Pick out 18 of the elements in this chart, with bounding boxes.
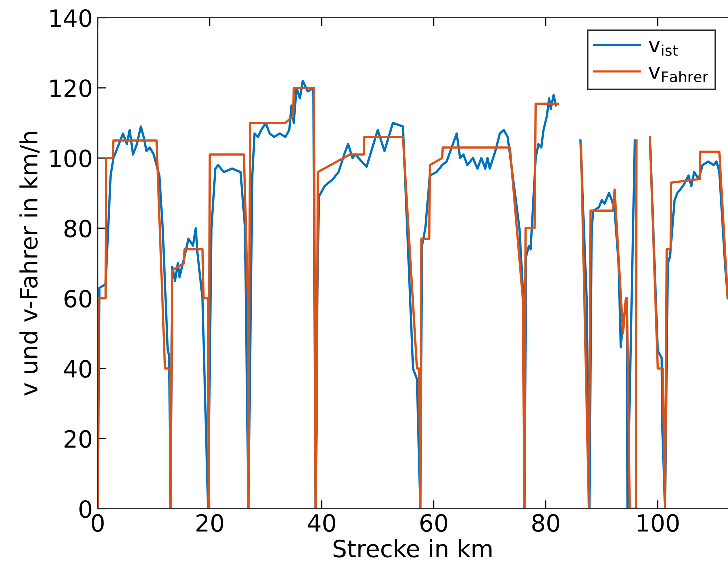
y-tick-label: 0 [80, 500, 92, 518]
y-tick-label: 80 [64, 220, 92, 238]
y-tick-label: 60 [64, 290, 92, 308]
x-tick-label: 20 [196, 514, 224, 532]
x-tick-label: 80 [532, 514, 560, 532]
y-tick-label: 100 [50, 150, 92, 168]
x-axis-title: Strecke in km [334, 539, 492, 558]
x-tick-label: 60 [420, 514, 448, 532]
y-tick-label: 40 [64, 360, 92, 378]
y-tick-label: 20 [64, 430, 92, 448]
y-tick-label: 120 [50, 80, 92, 98]
x-tick-label: 0 [92, 514, 104, 532]
legend-label: v$_{ist}$ [649, 41, 678, 56]
x-tick-label: 40 [308, 514, 336, 532]
y-axis-title: v und v-Fahrer in km/h [20, 132, 40, 396]
x-tick-label: 100 [638, 514, 679, 532]
y-tick-label: 140 [50, 9, 92, 28]
legend-label: v$_{Fahrer}$ [649, 68, 708, 83]
